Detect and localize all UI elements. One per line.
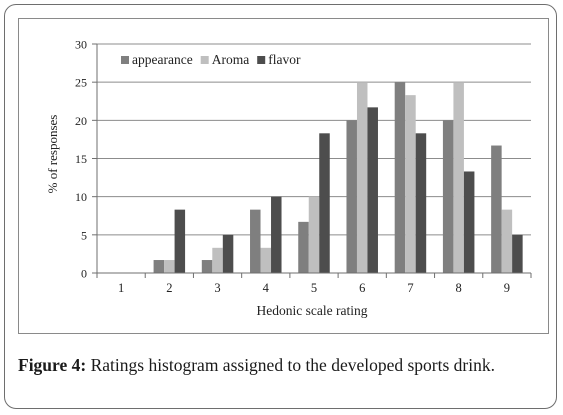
y-tick-label: 0 bbox=[81, 267, 87, 281]
bar-appearance bbox=[346, 120, 357, 273]
y-tick-label: 15 bbox=[75, 152, 87, 166]
bar-flavor bbox=[271, 196, 282, 273]
caption-text: Ratings histogram assigned to the develo… bbox=[86, 355, 495, 375]
legend-entry: Aroma bbox=[212, 52, 250, 67]
bar-flavor bbox=[415, 133, 427, 273]
x-tick-label: 5 bbox=[311, 281, 317, 295]
x-tick-label: 3 bbox=[214, 281, 220, 295]
bar-flavor bbox=[222, 234, 234, 273]
bar-aroma bbox=[308, 196, 320, 273]
figure-frame: 0 5 10 15 20 25 30 1 2 3 4 5 6 7 8 9 appearance Aroma fla… bbox=[4, 4, 557, 409]
legend: appearance Aroma flavor bbox=[121, 52, 301, 67]
bar-appearance bbox=[201, 260, 213, 273]
x-axis-label: Hedonic scale rating bbox=[257, 303, 368, 318]
bar-aroma bbox=[405, 95, 416, 273]
bar-appearance bbox=[491, 145, 502, 273]
bar-flavor bbox=[174, 209, 186, 273]
bar-aroma bbox=[260, 247, 272, 273]
bar-aroma bbox=[501, 209, 513, 273]
bars bbox=[153, 82, 523, 274]
chart-area: 0 5 10 15 20 25 30 1 2 3 4 5 6 7 8 9 appearance Aroma fla… bbox=[18, 18, 549, 334]
y-tick-label: 20 bbox=[75, 114, 87, 128]
x-tick-label: 1 bbox=[118, 281, 124, 295]
figure-caption: Figure 4: Ratings histogram assigned to … bbox=[18, 355, 549, 376]
legend-entry: flavor bbox=[268, 52, 301, 67]
bar-flavor bbox=[367, 107, 378, 274]
y-axis-label: % of responses bbox=[45, 115, 60, 194]
axes: 0 5 10 15 20 25 30 1 2 3 4 5 6 7 8 9 bbox=[75, 38, 532, 295]
bar-appearance bbox=[153, 260, 165, 273]
bar-appearance bbox=[394, 82, 406, 273]
x-tick-label: 8 bbox=[456, 281, 462, 295]
y-tick-label: 5 bbox=[81, 228, 87, 242]
legend-entry: appearance bbox=[132, 52, 193, 67]
legend-swatch bbox=[257, 56, 266, 64]
bar-flavor bbox=[463, 171, 475, 273]
bar-flavor bbox=[319, 133, 330, 273]
x-tick-label: 7 bbox=[407, 281, 413, 295]
bar-appearance bbox=[250, 209, 261, 273]
x-tick-label: 2 bbox=[166, 281, 172, 295]
bar-aroma bbox=[453, 82, 464, 273]
x-tick-label: 4 bbox=[263, 281, 270, 295]
y-tick-label: 10 bbox=[75, 190, 87, 204]
bar-aroma bbox=[212, 247, 223, 273]
bar-appearance bbox=[298, 221, 309, 273]
bar-aroma bbox=[164, 260, 175, 273]
x-tick-label: 9 bbox=[504, 281, 510, 295]
legend-swatch bbox=[200, 56, 209, 64]
x-tick-label: 6 bbox=[359, 281, 365, 295]
legend-swatch bbox=[121, 56, 129, 64]
y-tick-label: 25 bbox=[75, 76, 87, 90]
caption-label: Figure 4: bbox=[18, 355, 87, 375]
y-tick-label: 30 bbox=[75, 38, 87, 52]
bar-chart: 0 5 10 15 20 25 30 1 2 3 4 5 6 7 8 9 appearance Aroma fla… bbox=[45, 38, 532, 318]
bar-aroma bbox=[356, 82, 368, 273]
bar-appearance bbox=[442, 120, 454, 273]
bar-flavor bbox=[512, 234, 523, 273]
